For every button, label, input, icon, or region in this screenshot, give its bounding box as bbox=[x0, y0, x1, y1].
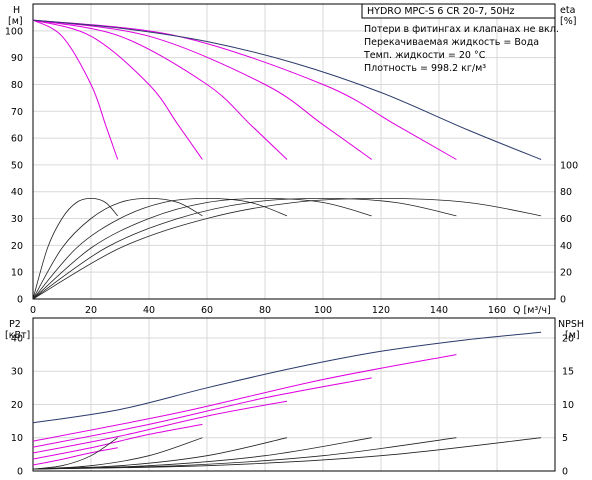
x-tick-label: 140 bbox=[430, 305, 448, 316]
y-tick-label-npsh: 20 bbox=[562, 333, 574, 344]
x-tick-label: 40 bbox=[143, 305, 155, 316]
power-curve bbox=[32, 447, 118, 466]
y-axis-unit-eta: [%] bbox=[560, 16, 576, 27]
y-tick-label-h: 10 bbox=[11, 268, 23, 279]
chart-title: HYDRO MPC-S 6 CR 20-7, 50Hz bbox=[367, 6, 515, 17]
y-tick-label-eta: 20 bbox=[560, 268, 572, 279]
efficiency-curve bbox=[32, 197, 118, 300]
x-axis-label: Q [м³/ч] bbox=[513, 305, 551, 316]
lower-plot-frame bbox=[32, 317, 556, 472]
upper-curves bbox=[32, 19, 542, 300]
y-tick-label-p2: 0 bbox=[17, 467, 23, 478]
upper-ticks: 0 10 20 30 40 50 60 70 80 90 100 0 20 40 60 80 100 120 140… bbox=[5, 26, 578, 316]
y-tick-label-p2: 20 bbox=[11, 400, 23, 411]
y-tick-label-h: 30 bbox=[11, 214, 23, 225]
y-tick-label-eta: 60 bbox=[560, 214, 572, 225]
y-axis-unit-h: [м] bbox=[8, 16, 23, 27]
efficiency-curve bbox=[32, 197, 372, 300]
y-tick-label-npsh: 15 bbox=[562, 367, 574, 378]
power-curve bbox=[32, 400, 288, 454]
x-tick-label: 100 bbox=[314, 305, 332, 316]
y-tick-label-h: 70 bbox=[11, 107, 23, 118]
lower-ticks: 0 10 20 30 40 0 5 10 15 20 bbox=[11, 333, 574, 477]
head-curve bbox=[32, 19, 119, 160]
x-tick-label: 80 bbox=[259, 305, 271, 316]
head-curve bbox=[32, 19, 203, 160]
x-tick-label: 0 bbox=[30, 305, 36, 316]
power-curve bbox=[32, 331, 542, 424]
head-curve bbox=[32, 19, 457, 160]
info-note: Потери в фитингах и клапанах не вкл. bbox=[364, 24, 559, 35]
y-tick-label-h: 100 bbox=[5, 26, 23, 37]
y-tick-label-h: 90 bbox=[11, 53, 23, 64]
y-tick-label-p2: 40 bbox=[11, 333, 23, 344]
npsh-curve bbox=[32, 437, 542, 470]
y-tick-label-h: 40 bbox=[11, 187, 23, 198]
npsh-curve bbox=[32, 437, 118, 470]
head-curve bbox=[32, 19, 372, 160]
power-curve bbox=[32, 377, 372, 448]
efficiency-curve bbox=[32, 197, 457, 300]
info-note: Перекачиваемая жидкость = Вода bbox=[364, 37, 539, 48]
y-tick-label-h: 60 bbox=[11, 134, 23, 145]
y-axis-unit-p2: [кВт] bbox=[5, 330, 30, 341]
y-tick-label-eta: 80 bbox=[560, 187, 572, 198]
lower-curves bbox=[32, 331, 542, 470]
y-tick-label-npsh: 0 bbox=[562, 467, 568, 478]
info-note: Плотность = 998.2 кг/м³ bbox=[364, 63, 486, 74]
info-note: Темп. жидкости = 20 °C bbox=[363, 50, 486, 61]
y-tick-label-h: 20 bbox=[11, 241, 23, 252]
power-curve bbox=[32, 354, 457, 442]
y-axis-label-eta: eta bbox=[560, 5, 575, 16]
x-tick-label: 60 bbox=[201, 305, 213, 316]
head-curve bbox=[32, 19, 288, 160]
efficiency-curve bbox=[32, 197, 542, 300]
y-tick-label-p2: 30 bbox=[11, 367, 23, 378]
upper-plot-frame bbox=[32, 3, 556, 300]
y-tick-label-h: 50 bbox=[11, 160, 23, 171]
y-axis-label-p2: P2 bbox=[9, 319, 21, 330]
power-curve bbox=[32, 423, 203, 460]
x-tick-label: 20 bbox=[85, 305, 97, 316]
head-curve bbox=[32, 19, 542, 160]
y-tick-label-eta: 100 bbox=[560, 160, 578, 171]
efficiency-curve bbox=[32, 197, 203, 300]
y-tick-label-h: 0 bbox=[17, 295, 23, 306]
y-axis-unit-npsh: [м] bbox=[565, 330, 580, 341]
y-tick-label-npsh: 10 bbox=[562, 400, 574, 411]
y-tick-label-npsh: 5 bbox=[562, 433, 568, 444]
y-tick-label-p2: 10 bbox=[11, 433, 23, 444]
y-axis-label-npsh: NPSH bbox=[558, 319, 584, 330]
y-tick-label-eta: 0 bbox=[560, 295, 566, 306]
x-tick-label: 160 bbox=[488, 305, 506, 316]
info-box bbox=[361, 3, 556, 19]
y-tick-label-h: 80 bbox=[11, 80, 23, 91]
x-tick-label: 120 bbox=[372, 305, 390, 316]
y-tick-label-eta: 40 bbox=[560, 241, 572, 252]
y-axis-label-h: H bbox=[13, 5, 20, 16]
